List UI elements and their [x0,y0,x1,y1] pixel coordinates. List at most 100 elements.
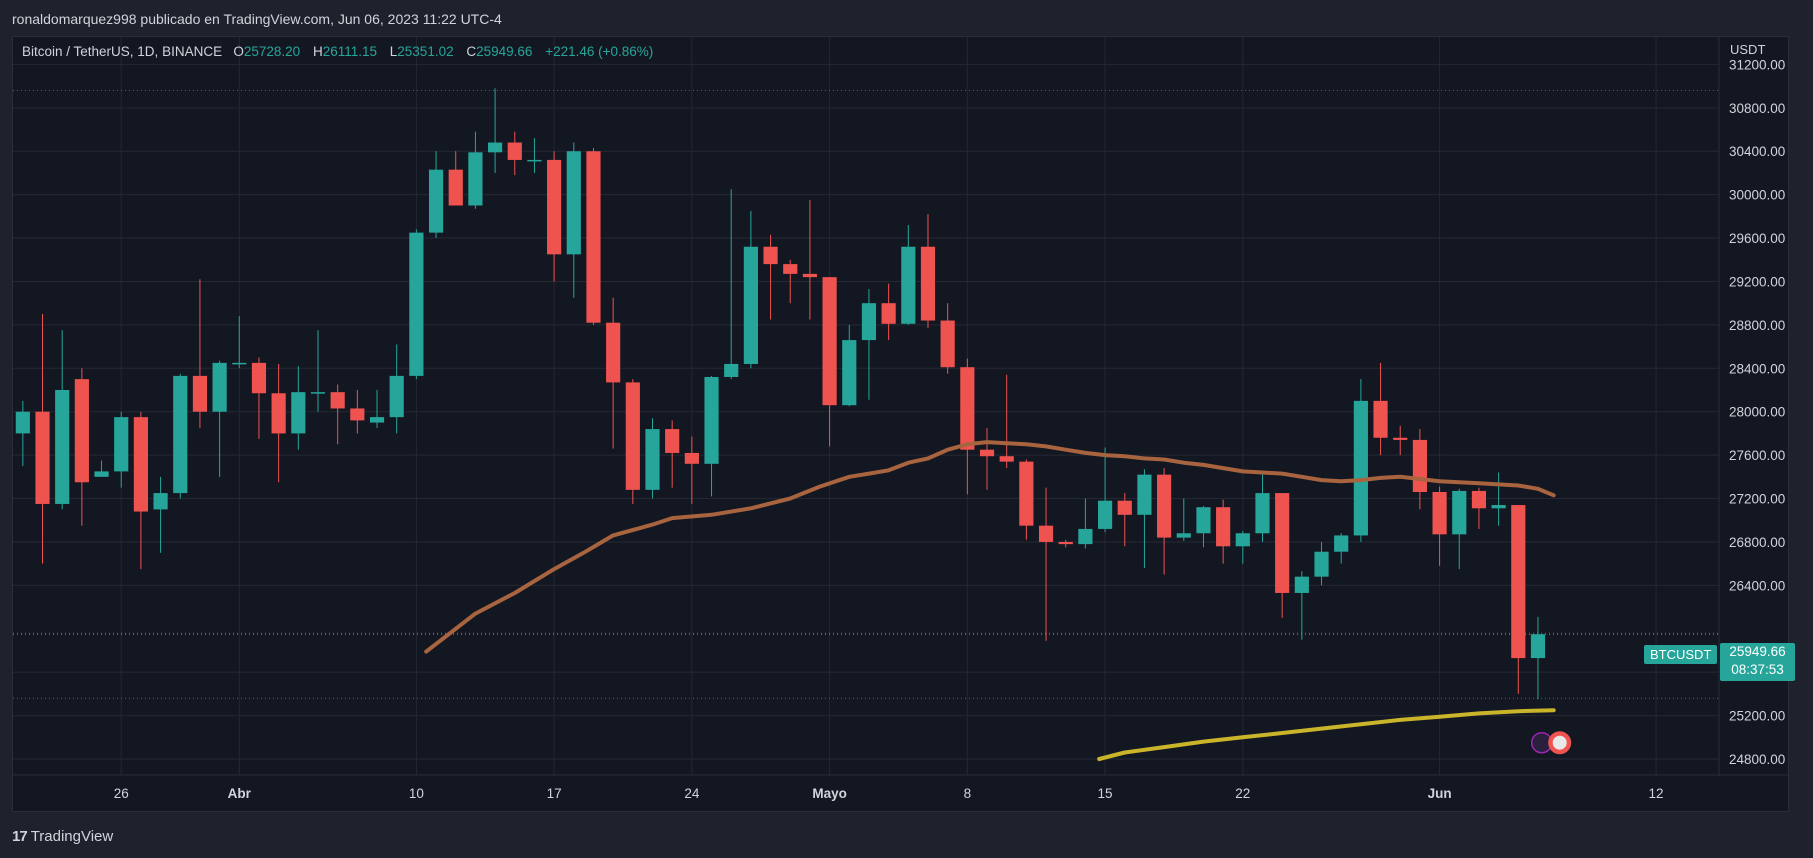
candle-body [842,340,857,406]
legend-close-label: C [466,44,477,59]
candle-body [704,376,719,464]
legend-high-value: 26111.15 [322,44,377,59]
y-tick-label: 27600.00 [1729,448,1785,463]
candle-body [232,362,247,365]
candle-body [940,320,955,368]
x-tick-label: Abr [228,786,252,801]
candle-body [133,417,148,512]
candle-body [979,449,995,457]
y-tick-label: 28000.00 [1729,405,1785,420]
candle-body [1393,437,1408,440]
candle-body [1353,400,1368,536]
legend-symbol: Bitcoin / TetherUS, 1D, BINANCE [22,44,223,59]
candle-body [428,169,444,233]
moving-average-fast [424,440,1556,654]
x-tick-label: 17 [547,786,562,801]
footer-brand[interactable]: 17 TradingView [12,824,113,848]
y-tick-label: 28400.00 [1729,361,1785,376]
x-tick-label: 24 [684,786,700,801]
candlestick-chart[interactable]: 31200.00 30800.00 30400.00 30000.00 29600.00… [13,37,1788,811]
candle-body [212,362,227,412]
x-tick-label: Jun [1428,786,1452,801]
candle-body [94,471,109,477]
legend-close-value: 25949.66 [476,44,533,59]
publisher-caption: ronaldomarquez998 publicado en TradingVi… [12,11,502,27]
candle-body [271,393,286,434]
candle-body [822,277,837,406]
candle-body [468,152,483,206]
candle-body [114,417,129,472]
candle-body [507,142,522,160]
y-tick-label: 30400.00 [1729,144,1785,159]
candle-body [1471,490,1487,509]
candle-body [153,493,168,510]
x-tick-label: 22 [1235,786,1250,801]
y-tick-label: 28800.00 [1729,318,1785,333]
candle-body [1117,500,1132,515]
tradingview-logo-icon: 17 [12,827,28,845]
y-tick-label: 31200.00 [1729,57,1785,72]
y-tick-label: 30000.00 [1729,188,1785,203]
candle-body [763,246,778,265]
y-tick-label: 26400.00 [1729,578,1785,593]
candle-body [409,232,424,376]
ohlc-legend: Bitcoin / TetherUS, 1D, BINANCE O25728.2… [22,44,653,59]
candle-body [1235,533,1250,547]
legend-open-label: O [233,44,244,59]
candle-body [15,411,30,434]
candle-body [802,273,818,278]
candle-body [586,151,601,323]
candle-body [1452,490,1467,535]
candle-body [1373,400,1388,438]
candle-body [1334,535,1349,552]
candle-body [783,264,798,274]
candle-body [999,456,1014,462]
bar-countdown: 08:37:53 [1731,662,1784,677]
legend-low-label: L [389,44,398,59]
x-tick-label: 8 [964,786,972,801]
candle-body [645,429,660,490]
candle-body [291,392,306,434]
candle-body [1019,461,1034,526]
candle-body [369,417,385,423]
candle-body [310,392,326,394]
candle-body [527,159,542,162]
candle-body [1157,474,1172,538]
candle-body [1038,525,1054,542]
x-tick-label: Mayo [812,786,847,801]
legend-low-value: 25351.02 [397,44,454,59]
candle-body [1176,533,1191,538]
candle-body [1511,505,1526,659]
candle-body [960,367,975,450]
x-tick-label: 15 [1098,786,1113,801]
candle-body [1216,507,1231,547]
candle-body [1058,541,1073,545]
y-tick-label: 29200.00 [1729,274,1785,289]
legend-open-value: 25728.20 [243,44,301,59]
candle-body [724,363,739,377]
last-price-value: 25949.66 [1729,644,1786,659]
legend-change: +221.46 (+0.86%) [545,44,654,59]
candle-body [55,390,70,504]
candle-body [881,303,896,324]
y-tick-label: 29600.00 [1729,231,1785,246]
candle-body [1255,493,1270,534]
y-tick-label: 25200.00 [1729,709,1785,724]
chart-frame[interactable]: 31200.00 30800.00 30400.00 30000.00 29600.00… [12,36,1789,812]
y-tick-label: 26800.00 [1729,535,1785,550]
x-tick-label: 12 [1649,786,1664,801]
candle-body [566,151,581,255]
candle-body [920,246,936,321]
candle-body [173,375,188,494]
candle-body [1275,493,1290,593]
y-tick-label: 27200.00 [1729,492,1785,507]
candle-body [1412,439,1427,493]
candle-body [606,322,621,383]
candle-body [192,375,208,412]
candle-body [1137,474,1152,515]
candle-body [1432,492,1447,535]
legend-high-label: H [312,44,323,59]
candle-body [625,382,640,490]
candle-body [547,159,562,255]
x-tick-label: 26 [114,786,129,801]
